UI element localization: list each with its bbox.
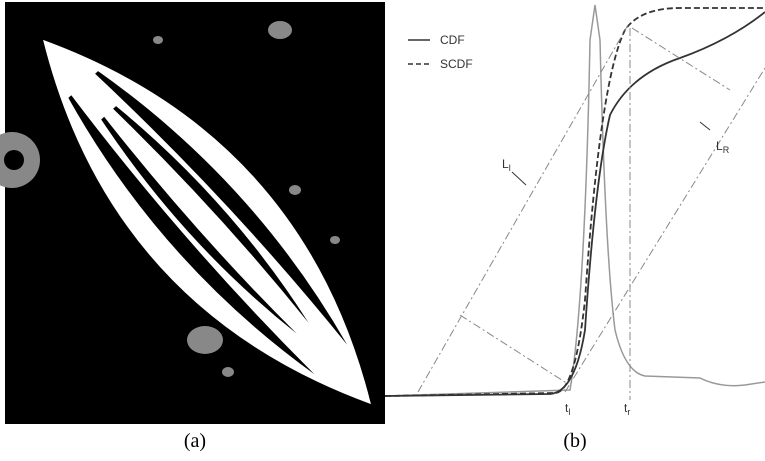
figure: CDF SCDF Ll LR tl tr (a) (b) [0,0,765,461]
blob [153,36,163,44]
legend-label: SCDF [440,57,473,71]
line-l [418,25,628,392]
annotation-sub: R [723,145,730,155]
panel-a [0,0,419,448]
annotation: LR [716,139,730,155]
construction-lines [418,25,765,400]
caption: (b) [563,430,586,452]
annotation: tl [565,401,570,417]
legend-label: CDF [440,33,465,47]
blob [268,21,292,39]
line-r [565,68,765,392]
caption: (a) [184,430,206,452]
annotation-sub: l [568,407,570,417]
page: CDF SCDF Ll LR tl tr (a) (b) (() => { co… [0,0,765,461]
arrow [512,172,526,185]
annotation-sub: l [509,163,511,173]
blob [222,367,234,377]
blob [330,236,340,244]
perpendicular-l [460,315,568,384]
annotation: Ll [502,157,511,173]
blob-hole [4,150,24,170]
annotation-sub: r [627,407,630,417]
blob [289,185,301,195]
arrow [700,122,710,130]
annotation: tr [624,401,630,417]
perpendicular-r [632,28,730,90]
blob [187,326,223,354]
